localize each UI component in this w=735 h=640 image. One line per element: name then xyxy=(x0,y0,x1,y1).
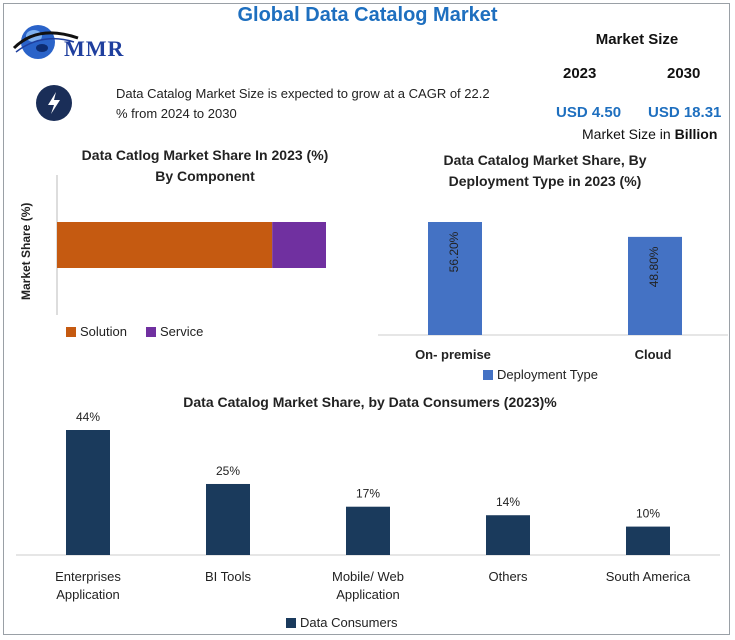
deployment-chart: 56.20% On- premise 48.80% Cloud xyxy=(378,222,728,362)
consumers-category-label-1-0: BI Tools xyxy=(205,569,252,584)
consumers-data-label-0: 44% xyxy=(76,410,100,424)
consumers-bar-0 xyxy=(66,430,110,555)
component-chart-title: Data Catlog Market Share In 2023 (%) By … xyxy=(40,145,370,187)
component-bar-service xyxy=(272,222,326,268)
consumers-bar-2 xyxy=(346,506,390,555)
deployment-swatch xyxy=(483,370,493,380)
consumers-data-label-1: 25% xyxy=(216,464,240,478)
page-title: Global Data Catalog Market xyxy=(237,4,498,26)
deployment-category-label-1: Cloud xyxy=(635,347,672,362)
lightning-icon xyxy=(36,85,72,121)
cagr-description: Data Catalog Market Size is expected to … xyxy=(116,86,490,121)
legend-solution-label: Solution xyxy=(80,324,127,339)
consumers-bar-1 xyxy=(206,483,250,555)
deployment-data-label-1: 48.80% xyxy=(647,246,661,287)
consumers-category-label-2-1: Application xyxy=(336,587,400,602)
component-chart xyxy=(56,175,326,315)
unit-note: Market Size in Billion xyxy=(582,126,717,142)
unit-prefix: Market Size in xyxy=(582,126,671,142)
component-y-axis-label: Market Share (%) xyxy=(19,202,33,300)
deployment-category-label-0: On- premise xyxy=(415,347,491,362)
consumers-swatch xyxy=(286,618,296,628)
solution-swatch xyxy=(66,327,76,337)
deployment-chart-title: Data Catalog Market Share, By Deployment… xyxy=(395,150,695,192)
deployment-bar-1 xyxy=(628,236,682,335)
service-swatch xyxy=(146,327,156,337)
legend-consumers-label: Data Consumers xyxy=(300,615,398,630)
legend-service: Service xyxy=(146,324,203,339)
year-2030-label: 2030 xyxy=(667,65,701,82)
legend-solution: Solution xyxy=(66,324,127,339)
deployment-title-line1: Data Catalog Market Share, By xyxy=(443,152,647,168)
consumers-category-label-0-1: Application xyxy=(56,587,120,602)
component-bar-solution xyxy=(57,222,273,268)
deployment-title-line2: Deployment Type in 2023 (%) xyxy=(448,173,642,189)
legend-deployment-label: Deployment Type xyxy=(497,367,598,382)
mmr-globe-logo-icon xyxy=(12,25,79,59)
consumers-data-label-2: 17% xyxy=(356,487,380,501)
consumers-data-label-3: 14% xyxy=(496,495,520,509)
legend-consumers: Data Consumers xyxy=(286,615,398,630)
consumers-bar-3 xyxy=(486,515,530,555)
deployment-bar-0 xyxy=(428,222,482,335)
consumers-chart: 44% Enterprises Application 25% BI Tools 17% M… xyxy=(16,410,720,602)
market-size-label: Market Size xyxy=(595,31,679,48)
consumers-category-label-3-0: Others xyxy=(488,569,528,584)
year-2023-label: 2023 xyxy=(563,65,597,82)
component-title-line2: By Component xyxy=(155,168,255,184)
legend-service-label: Service xyxy=(160,324,204,339)
consumers-category-label-0-0: Enterprises xyxy=(55,569,121,584)
consumers-chart-title: Data Catalog Market Share, by Data Consu… xyxy=(183,394,557,410)
consumers-bar-4 xyxy=(626,526,670,555)
unit-bold: Billion xyxy=(674,126,718,142)
legend-deployment: Deployment Type xyxy=(483,367,598,382)
deployment-data-label-0: 56.20% xyxy=(447,231,461,272)
value-2023: USD 4.50 xyxy=(556,104,622,121)
consumers-category-label-4-0: South America xyxy=(606,569,691,584)
value-2030: USD 18.31 xyxy=(648,104,722,121)
logo-text: MMR xyxy=(64,36,125,61)
consumers-category-label-2-0: Mobile/ Web xyxy=(332,569,404,584)
component-title-line1: Data Catlog Market Share In 2023 (%) xyxy=(81,147,329,163)
consumers-data-label-4: 10% xyxy=(636,507,660,521)
